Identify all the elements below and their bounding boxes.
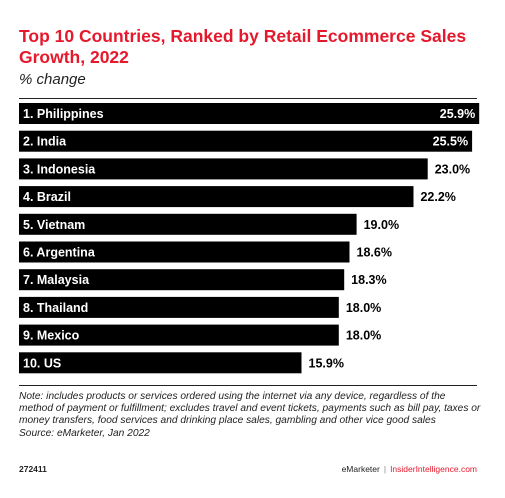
bar-row: 3. Indonesia 23.0%: [19, 158, 470, 180]
category-label: 9. Mexico: [23, 329, 80, 343]
source-text: Source: eMarketer, Jan 2022: [19, 427, 150, 439]
category-label: 6. Argentina: [23, 246, 96, 260]
value-label: 18.0%: [346, 329, 381, 343]
category-label: 4. Brazil: [23, 190, 71, 204]
bar: [19, 213, 357, 235]
chart-note: Note: includes products or services orde…: [19, 391, 481, 440]
brand-insider-intelligence: InsiderIntelligence.com: [390, 464, 477, 474]
top-rule: [19, 98, 477, 99]
bar-row: 9. Mexico 18.0%: [19, 324, 381, 346]
category-label: 1. Philippines: [23, 107, 104, 121]
bottom-rule: [19, 385, 477, 386]
value-label: 25.9%: [440, 107, 475, 121]
bar: [19, 241, 350, 263]
chart-title: Top 10 Countries, Ranked by Retail Ecomm…: [19, 26, 467, 67]
value-label: 15.9%: [309, 356, 344, 370]
bar: [19, 103, 480, 124]
bar: [19, 269, 345, 291]
brand-emarketer: eMarketer: [341, 464, 380, 474]
value-label: 22.2%: [420, 190, 455, 204]
value-label: 18.6%: [357, 246, 392, 260]
chart-id: 272411: [19, 464, 47, 474]
category-label: 7. Malaysia: [23, 273, 90, 287]
bar: [19, 158, 428, 180]
note-text: Note: includes products or services orde…: [19, 391, 481, 427]
bar-row: 2. India 25.5%: [19, 130, 473, 152]
bar: [19, 352, 302, 374]
category-label: 8. Thailand: [23, 301, 88, 315]
bar: [19, 130, 473, 152]
bar: [19, 296, 339, 318]
brand-line: eMarketer | InsiderIntelligence.com: [342, 464, 477, 474]
bar-row: 5. Vietnam 19.0%: [19, 213, 399, 235]
category-label: 5. Vietnam: [23, 218, 85, 232]
bar-row: 7. Malaysia 18.3%: [19, 269, 387, 291]
bar: [19, 186, 414, 208]
value-label: 23.0%: [435, 162, 470, 176]
category-label: 2. India: [23, 135, 67, 149]
category-label: 10. US: [23, 356, 61, 370]
brand-separator: |: [383, 464, 387, 474]
chart-footer: 272411 eMarketer | InsiderIntelligence.com: [19, 464, 477, 476]
value-label: 19.0%: [364, 218, 399, 232]
value-label: 18.3%: [351, 273, 386, 287]
bar-row: 1. Philippines 25.9%: [19, 103, 480, 124]
bar: [19, 324, 339, 346]
value-label: 18.0%: [346, 301, 381, 315]
bar-row: 6. Argentina 18.6%: [19, 241, 392, 263]
chart-subtitle: % change: [19, 71, 86, 88]
bar-row: 10. US 15.9%: [19, 352, 344, 374]
value-label: 25.5%: [433, 135, 468, 149]
bar-row: 4. Brazil 22.2%: [19, 186, 456, 208]
category-label: 3. Indonesia: [23, 162, 96, 176]
bar-row: 8. Thailand 18.0%: [19, 296, 381, 318]
